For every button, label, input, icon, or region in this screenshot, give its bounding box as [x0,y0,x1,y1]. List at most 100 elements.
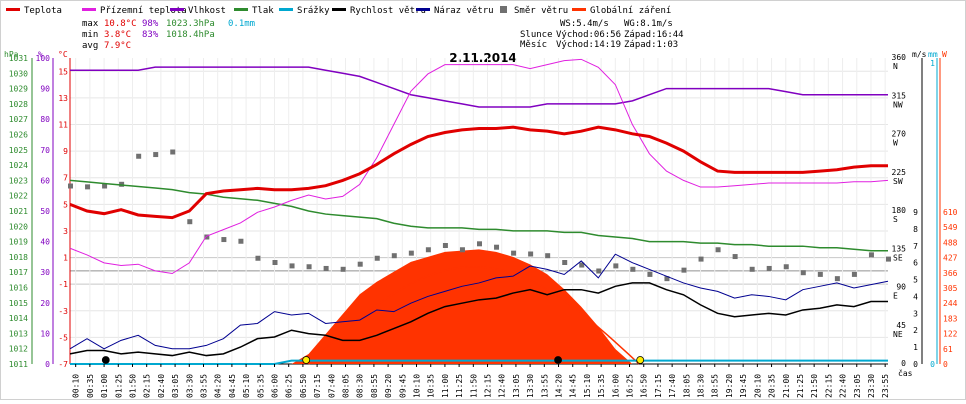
axis-tick-temperature: -1 [58,280,68,289]
series-point-wind-direction [272,260,278,265]
axis-tick-pressure: 1024 [9,161,28,170]
x-tick-label: 15:35 [597,374,606,398]
x-tick-label: 11:25 [455,374,464,398]
axis-tick-humidity: 30 [40,268,50,277]
x-tick-label: 04:20 [214,374,223,398]
x-tick-label: 20:10 [753,374,762,398]
axis-tick-wind: 2 [913,326,918,335]
axis-tick-wind: 8 [913,225,918,234]
x-tick-label: 19:20 [725,374,734,398]
x-tick-label: 21:25 [796,374,805,398]
x-tick-label: 15:10 [583,374,592,398]
unit-ms: m/s [912,50,927,59]
series-point-wind-direction [477,241,482,247]
axis-tick-temperature: -3 [58,307,68,316]
axis-tick-pressure: 1030 [9,69,28,78]
axis-tick-temperature: 3 [63,227,68,236]
axis-tick-pressure: 1021 [9,207,28,216]
axis-tick-wind: 3 [913,309,918,318]
axis-tick-humidity: 10 [40,329,50,338]
series-point-wind-direction [68,183,73,189]
axis-tick-pressure: 1020 [9,222,28,231]
series-line-clear-sky-radiation [308,266,640,365]
series-point-wind-direction [596,268,602,274]
legend-label-wind_gust: Náraz větru [434,6,494,16]
x-tick-label: 18:55 [711,374,720,398]
axis-tick-wind: 5 [913,276,918,285]
series-point-wind-direction [579,262,585,268]
series-point-wind-direction [800,270,806,276]
axis-tick-direction-name: E [893,292,898,301]
series-point-wind-direction [868,252,874,258]
x-tick-label: 21:00 [782,374,791,398]
sun-moon-info: WS:5.4m/s WG:8.1m/s Slunce Východ:06:56 … [520,19,684,50]
series-point-wind-direction [630,266,636,272]
legend-label-humidity: Vlhkost [188,6,226,16]
legend-swatch-wind_direction [500,6,507,13]
stat-min-press: 1018.4hPa [166,30,215,40]
axis-tick-direction: 315 [892,91,907,100]
stat-max-temp: 10.8°C [104,19,137,29]
axis-tick-direction-name: NE [893,330,903,339]
x-tick-label: 02:40 [157,374,166,398]
axis-tick-radiation: 427 [943,254,958,263]
x-tick-label: 11:00 [441,374,450,398]
x-tick-label: 01:00 [100,374,109,398]
axis-tick-temperature: -5 [58,333,68,342]
marker-sunset [636,356,645,364]
series-point-wind-direction [85,184,91,190]
axis-tick-direction-name: NW [893,100,903,109]
series [68,58,891,365]
axis-tick-pressure: 1018 [9,253,28,262]
series-point-wind-direction [442,243,448,248]
series-line-precipitation [70,359,888,365]
series-point-wind-direction [204,234,210,240]
series-line-wind-speed [69,282,888,357]
axis-tick-humidity: 70 [40,146,50,155]
axis-tick-wind: 4 [913,292,918,301]
axis-tick-radiation: 610 [943,208,958,217]
series-point-wind-direction [749,266,755,272]
axis-tick-wind: 9 [913,208,918,217]
x-tick-label: 05:35 [256,374,265,398]
x-tick-label: 11:50 [469,374,478,398]
series-point-wind-direction [391,253,397,259]
series-point-wind-direction [425,247,431,253]
axis-tick-humidity: 0 [45,360,50,369]
x-tick-label: 00:10 [72,374,81,398]
x-tick-label: 20:35 [768,374,777,398]
series-area-radiation [70,249,888,364]
legend-label-precipitation: Srážky [297,6,330,16]
series-point-wind-direction [681,267,687,273]
series-point-wind-direction [170,149,176,155]
axis-tick-direction-name: S [893,215,898,224]
legend-swatch-feels_like [82,8,96,11]
series-point-wind-direction [323,265,329,271]
x-tick-label: 00:35 [86,374,95,398]
legend-label-temperature: Teplota [24,6,62,16]
chart-date-title: 2.11.2014 [449,51,517,65]
axis-tick-pressure: 1027 [9,115,28,124]
marker-moonset [101,356,110,364]
axis-tick-direction: 90 [896,283,906,292]
axis-tick-pressure: 1028 [9,100,28,109]
x-tick-label: 18:05 [682,374,691,398]
x-tick-label: 08:30 [356,374,365,398]
x-tick-label: 01:50 [128,374,137,398]
series-point-wind-direction [715,247,721,253]
axis-tick-radiation: 366 [943,269,958,278]
x-tick-label: 17:40 [668,374,677,398]
x-tick-label: 01:25 [114,374,123,398]
axis-tick-radiation: 549 [943,223,958,232]
series-point-wind-direction [732,254,738,260]
unit-w: W [942,50,947,59]
legend-label-wind_direction: Směr větru [514,6,568,16]
stat-max-label: max [82,19,99,29]
axis-tick-radiation: 0 [943,360,948,369]
axis-tick-pressure: 1031 [9,54,28,63]
series-point-wind-direction [834,276,840,282]
axis-tick-direction-name: SE [893,253,903,262]
axis-tick-temperature: 7 [63,174,68,183]
x-tick-label: 06:00 [271,374,280,398]
x-tick-label: 03:55 [199,374,208,398]
